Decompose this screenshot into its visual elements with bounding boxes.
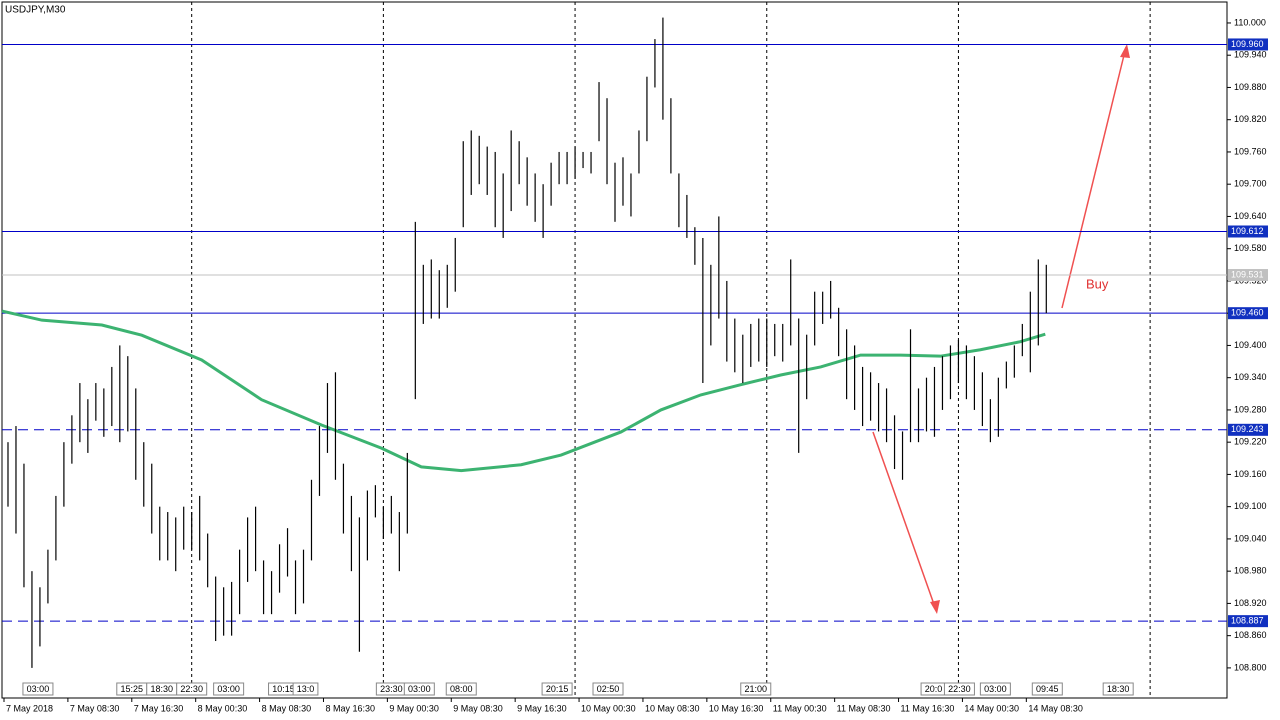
level-label: 109.243 — [1231, 424, 1264, 434]
time-marker-label: 09:45 — [1036, 684, 1059, 694]
x-tick-label: 7 May 08:30 — [70, 703, 120, 713]
time-marker-box — [979, 682, 1011, 696]
x-tick-label: 8 May 00:30 — [198, 703, 248, 713]
y-tick-label: 109.280 — [1234, 404, 1267, 414]
y-tick-label: 108.860 — [1234, 630, 1267, 640]
y-tick-label: 109.760 — [1234, 146, 1267, 156]
time-marker-box — [22, 682, 54, 696]
time-marker-box — [1102, 682, 1134, 696]
time-marker-label: 20:15 — [546, 684, 569, 694]
time-marker-label: 22:30 — [180, 684, 203, 694]
time-marker-box — [176, 682, 208, 696]
x-tick-label: 9 May 08:30 — [453, 703, 503, 713]
time-marker-box — [292, 682, 319, 696]
time-marker-label: 20:0 — [925, 684, 943, 694]
time-marker-label: 18:30 — [150, 684, 173, 694]
plot-frame — [1, 1, 1228, 699]
level-label-box — [1228, 615, 1268, 628]
time-marker-box — [445, 682, 477, 696]
level-label: 109.612 — [1231, 226, 1264, 236]
time-marker-label: 15:25 — [121, 684, 144, 694]
x-tick-label: 7 May 16:30 — [134, 703, 184, 713]
time-marker-box — [592, 682, 624, 696]
time-marker-label: 22:30 — [948, 684, 971, 694]
y-tick-label: 109.100 — [1234, 501, 1267, 511]
time-marker-label: 18:30 — [1107, 684, 1130, 694]
price-label: 109.531 — [1231, 269, 1264, 279]
time-marker-label: 13:0 — [297, 684, 315, 694]
x-tick-label: 8 May 16:30 — [325, 703, 375, 713]
x-tick-label: 14 May 00:30 — [964, 703, 1019, 713]
arrow-head — [930, 600, 940, 614]
price-label-box — [1228, 269, 1268, 282]
x-tick-label: 10 May 16:30 — [709, 703, 764, 713]
level-label-box — [1228, 38, 1268, 51]
level-label-box — [1228, 307, 1268, 320]
x-tick-label: 9 May 16:30 — [517, 703, 567, 713]
x-tick-label: 10 May 00:30 — [581, 703, 636, 713]
time-marker-label: 08:00 — [450, 684, 473, 694]
level-label-box — [1228, 225, 1268, 238]
time-marker-label: 03:00 — [408, 684, 431, 694]
x-tick-label: 10 May 08:30 — [645, 703, 700, 713]
y-tick-label: 110.000 — [1234, 17, 1266, 27]
y-tick-label: 109.160 — [1234, 469, 1267, 479]
y-tick-label: 109.220 — [1234, 437, 1267, 447]
y-tick-label: 109.040 — [1234, 533, 1267, 543]
time-marker-box — [403, 682, 435, 696]
time-marker-label: 03:00 — [984, 684, 1007, 694]
level-label: 109.960 — [1231, 39, 1264, 49]
annotation: Buy — [1086, 276, 1109, 291]
sell-arrow — [872, 431, 937, 611]
chart-title: USDJPY,M30 — [5, 5, 66, 16]
y-tick-label: 109.940 — [1234, 50, 1267, 60]
y-tick-label: 108.980 — [1234, 566, 1267, 576]
x-tick-label: 14 May 08:30 — [1028, 703, 1083, 713]
x-tick-label: 11 May 08:30 — [837, 703, 891, 713]
y-tick-label: 109.400 — [1234, 340, 1267, 350]
buy-arrow — [1061, 46, 1127, 309]
moving-average — [1, 309, 1046, 473]
time-marker-label: 03:00 — [27, 684, 50, 694]
level-label-box — [1228, 423, 1268, 436]
x-tick-label: 9 May 00:30 — [389, 703, 439, 713]
time-marker-label: 23:30 — [380, 684, 403, 694]
time-marker-box — [213, 682, 245, 696]
y-tick-label: 109.700 — [1234, 179, 1267, 189]
y-tick-label: 108.800 — [1234, 662, 1267, 672]
y-tick-label: 109.340 — [1234, 372, 1267, 382]
x-tick-label: 11 May 00:30 — [773, 703, 827, 713]
x-tick-label: 7 May 2018 — [6, 703, 53, 713]
x-tick-label: 8 May 08:30 — [262, 703, 312, 713]
y-tick-label: 109.580 — [1234, 243, 1267, 253]
y-tick-label: 109.880 — [1234, 82, 1267, 92]
y-tick-label: 109.820 — [1234, 114, 1267, 124]
y-tick-label: 108.920 — [1234, 598, 1267, 608]
time-marker-label: 02:50 — [597, 684, 620, 694]
time-marker-box — [740, 682, 772, 696]
time-marker-box — [1031, 682, 1063, 696]
level-label: 109.460 — [1231, 308, 1264, 318]
time-marker-label: 03:00 — [217, 684, 240, 694]
time-marker-box — [943, 682, 975, 696]
time-marker-box — [541, 682, 573, 696]
arrow-head — [1120, 44, 1130, 58]
level-label: 108.887 — [1231, 616, 1264, 626]
x-tick-label: 11 May 16:30 — [901, 703, 955, 713]
time-marker-label: 10:15 — [272, 684, 295, 694]
y-tick-label: 109.640 — [1234, 211, 1267, 221]
time-marker-label: 21:00 — [745, 684, 768, 694]
